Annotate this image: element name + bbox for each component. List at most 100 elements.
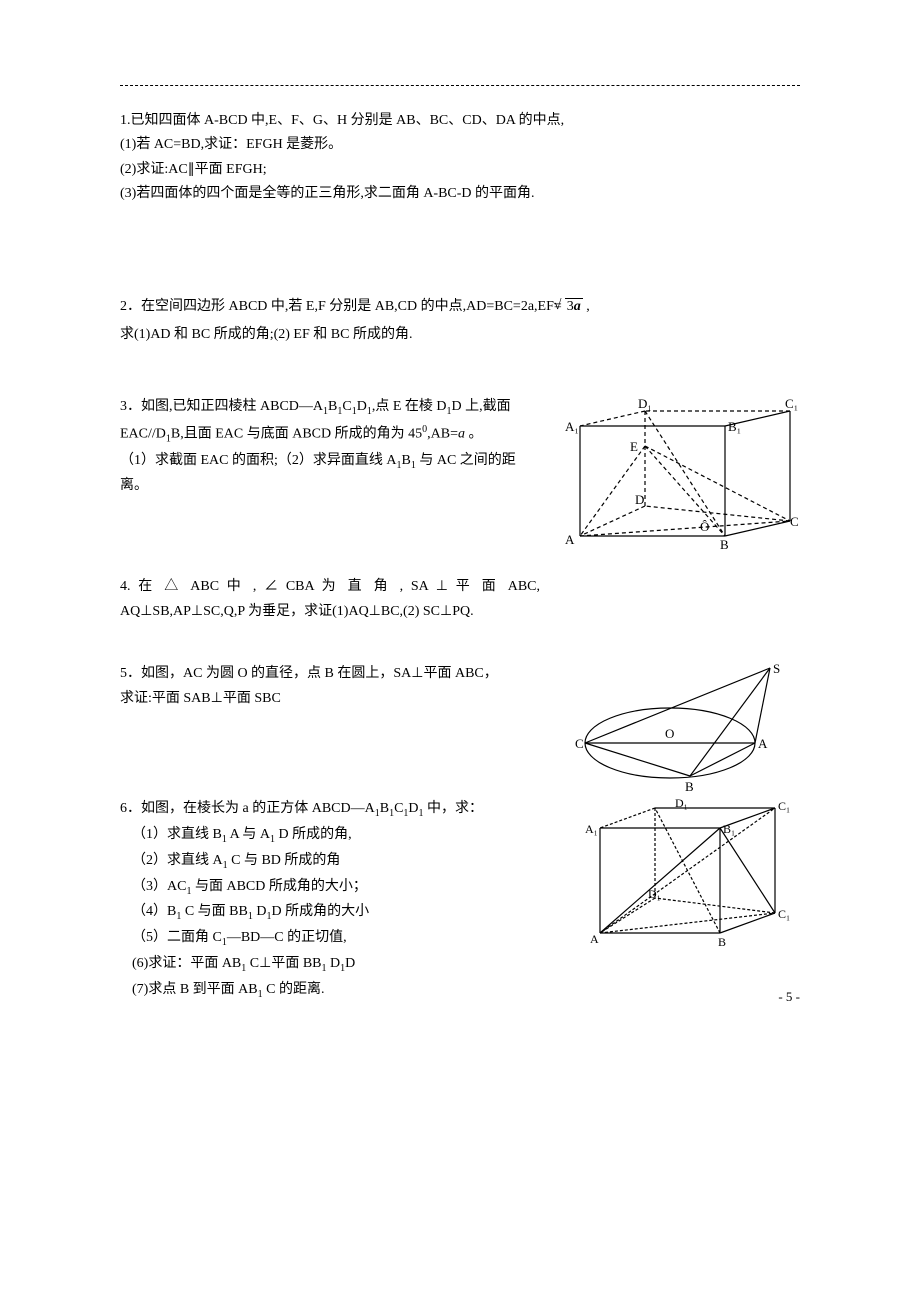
p6l5a: （4）B [132,904,176,919]
gap-3 [120,556,800,576]
p6l1b: 中，求： [424,801,484,816]
p6l7b: C⊥平面 BB [246,956,321,971]
edge-eb [645,446,725,536]
p3l2e: 。 [465,427,483,442]
cl-c1: C₁ [778,799,790,813]
p1-line4: (3)若四面体的四个面是全等的正三角形,求二面角 A-BC-D 的平面角. [120,183,800,205]
sqrt-val: 3 [567,299,574,314]
p3l3a: （1）求截面 EAC 的面积;（2）求异面直线 A [120,453,397,468]
sqrt-suffix: a [574,299,581,314]
p3l3c: 与 AC 之间的距 [416,453,516,468]
p3-line3: （1）求截面 EAC 的面积;（2）求异面直线 A1B1 与 AC 之间的距 [120,450,545,474]
lbl-cc: C [575,736,584,751]
lbl-e: E [630,439,638,454]
prism-svg: D₁ C₁ A₁ B₁ E D C A B Ô [560,396,800,556]
sqrt-icon: 3a [562,296,583,318]
p3l2d: a [458,427,465,442]
gap-4 [120,633,800,663]
p6l5c: D [253,904,267,919]
lbl-b: B [720,537,729,552]
p6l3a: （2）求直线 A [132,853,223,868]
ce-d1a1 [600,808,655,828]
p4-line2: AQ⊥SB,AP⊥SC,Q,P 为垂足，求证(1)AQ⊥BC,(2) SC⊥PQ… [120,601,540,623]
content-area: 1.已知四面体 A-BCD 中,E、F、G、H 分别是 AB、BC、CD、DA … [120,110,800,1005]
cl-b: B [718,935,726,948]
p3-line1: 3．如图,已知正四棱柱 ABCD—A1B1C1D1,点 E 在棱 D1D 上,截… [120,396,545,420]
p2-line1: 2．在空间四边形 ABCD 中,若 E,F 分别是 AB,CD 的中点,AD=B… [120,296,800,318]
edge-cb [585,743,690,776]
lbl-c: C [790,514,799,529]
lbl-bb: B [685,779,694,793]
p3l3b: B [402,453,411,468]
p3l2a: EAC//D [120,427,166,442]
page-number: - 5 - [778,989,800,1005]
edge-ea [580,446,645,536]
p1-line2: (1)若 AC=BD,求证：EFGH 是菱形。 [120,134,800,156]
p3-line4: 离。 [120,475,545,497]
lbl-c1: C₁ [785,396,798,411]
p3l1a: 3．如图,已知正四棱柱 ABCD—A [120,399,323,414]
p3l1b: ,点 E 在棱 D [372,399,447,414]
p6l8a: (7)求点 B 到平面 AB [132,982,258,997]
p4-line1: 4. 在 △ ABC 中 , ∠ CBA 为 直 角 , SA ⊥ 平 面 AB… [120,576,540,598]
p3-line2: EAC//D1B,且面 EAC 与底面 ABCD 所成的角为 450,AB=a … [120,422,545,447]
p6l7c: D [327,956,341,971]
page-container: 1.已知四面体 A-BCD 中,E、F、G、H 分别是 AB、BC、CD、DA … [0,0,920,1045]
problem-6: 6．如图，在棱长为 a 的正方体 ABCD—A1B1C1D1 中，求： （1）求… [120,798,565,1004]
edge-da [580,506,645,536]
gap-2 [120,356,800,396]
cube-svg: D₁ C₁ A₁ B₁ D₁ C₁ A B [580,798,800,948]
cl-d: D₁ [648,887,661,901]
p6l4b: 与面 ABCD 所成角的大小； [191,879,366,894]
p6-line4: （3）AC1 与面 ABCD 所成角的大小； [120,876,565,900]
edge-ec [645,446,790,521]
lbl-d1: D₁ [638,396,652,411]
cl-a: A [590,932,599,946]
ce-bc [720,913,775,933]
edge-d1a1 [580,411,645,426]
p6-line3: （2）求直线 A1 C 与 BD 所成的角 [120,850,565,874]
p6l5d: D 所成角的大小 [271,904,369,919]
lbl-a: A [565,532,575,547]
p5-line2: 求证:平面 SAB⊥平面 SBC [120,688,555,710]
header-dashed-line [120,85,800,86]
p6l2a: （1）求直线 B [132,827,222,842]
ce-diag2 [655,808,720,933]
lbl-aa: A [758,736,768,751]
lbl-a1: A₁ [565,419,579,434]
p6l8b: C 的距离. [263,982,325,997]
edge-cd [645,506,790,521]
problem-4: 4. 在 △ ABC 中 , ∠ CBA 为 直 角 , SA ⊥ 平 面 AB… [120,576,540,623]
p6-line5: （4）B1 C 与面 BB1 D1D 所成角的大小 [120,901,565,925]
cl-b1: B₁ [723,822,735,836]
p1-line3: (2)求证:AC∥平面 EFGH; [120,159,800,181]
circle-svg: S C O A B [570,663,800,793]
cl-a1: A₁ [585,822,598,836]
p6-line7: (6)求证：平面 AB1 C⊥平面 BB1 D1D [120,953,565,977]
p5-line1: 5．如图，AC 为圆 O 的直径，点 B 在圆上，SA⊥平面 ABC， [120,663,555,685]
problem-3: 3．如图,已知正四棱柱 ABCD—A1B1C1D1,点 E 在棱 D1D 上,截… [120,396,545,499]
p6l3b: C 与 BD 所成的角 [228,853,341,868]
p6l5b: C 与面 BB [181,904,248,919]
ce-ab1 [600,828,720,933]
problem-1: 1.已知四面体 A-BCD 中,E、F、G、H 分别是 AB、BC、CD、DA … [120,110,800,206]
p6-line6: （5）二面角 C1—BD—C 的正切值, [120,927,565,951]
p3l1c: D 上,截面 [452,399,511,414]
ce-b1c [720,828,775,913]
gap-1 [120,216,800,296]
figure-prism: D₁ C₁ A₁ B₁ E D C A B Ô [560,396,800,556]
p3l2b: B,且面 EAC 与底面 ABCD 所成的角为 45 [171,427,422,442]
ce-cd [655,898,775,913]
cl-d1: D₁ [675,798,688,810]
p6l7d: D [345,956,355,971]
p6l2c: D 所成的角, [275,827,352,842]
p6l7a: (6)求证：平面 AB [132,956,241,971]
figure-cube: D₁ C₁ A₁ B₁ D₁ C₁ A B [580,798,800,948]
p2-l1-end: , [583,299,590,314]
lbl-oo: O [665,726,674,741]
lbl-o: Ô [700,519,709,534]
cl-c: C₁ [778,907,790,921]
lbl-d: D [635,492,644,507]
p6-line8: (7)求点 B 到平面 AB1 C 的距离. [120,979,565,1003]
problem-3-row: 3．如图,已知正四棱柱 ABCD—A1B1C1D1,点 E 在棱 D1D 上,截… [120,396,800,556]
